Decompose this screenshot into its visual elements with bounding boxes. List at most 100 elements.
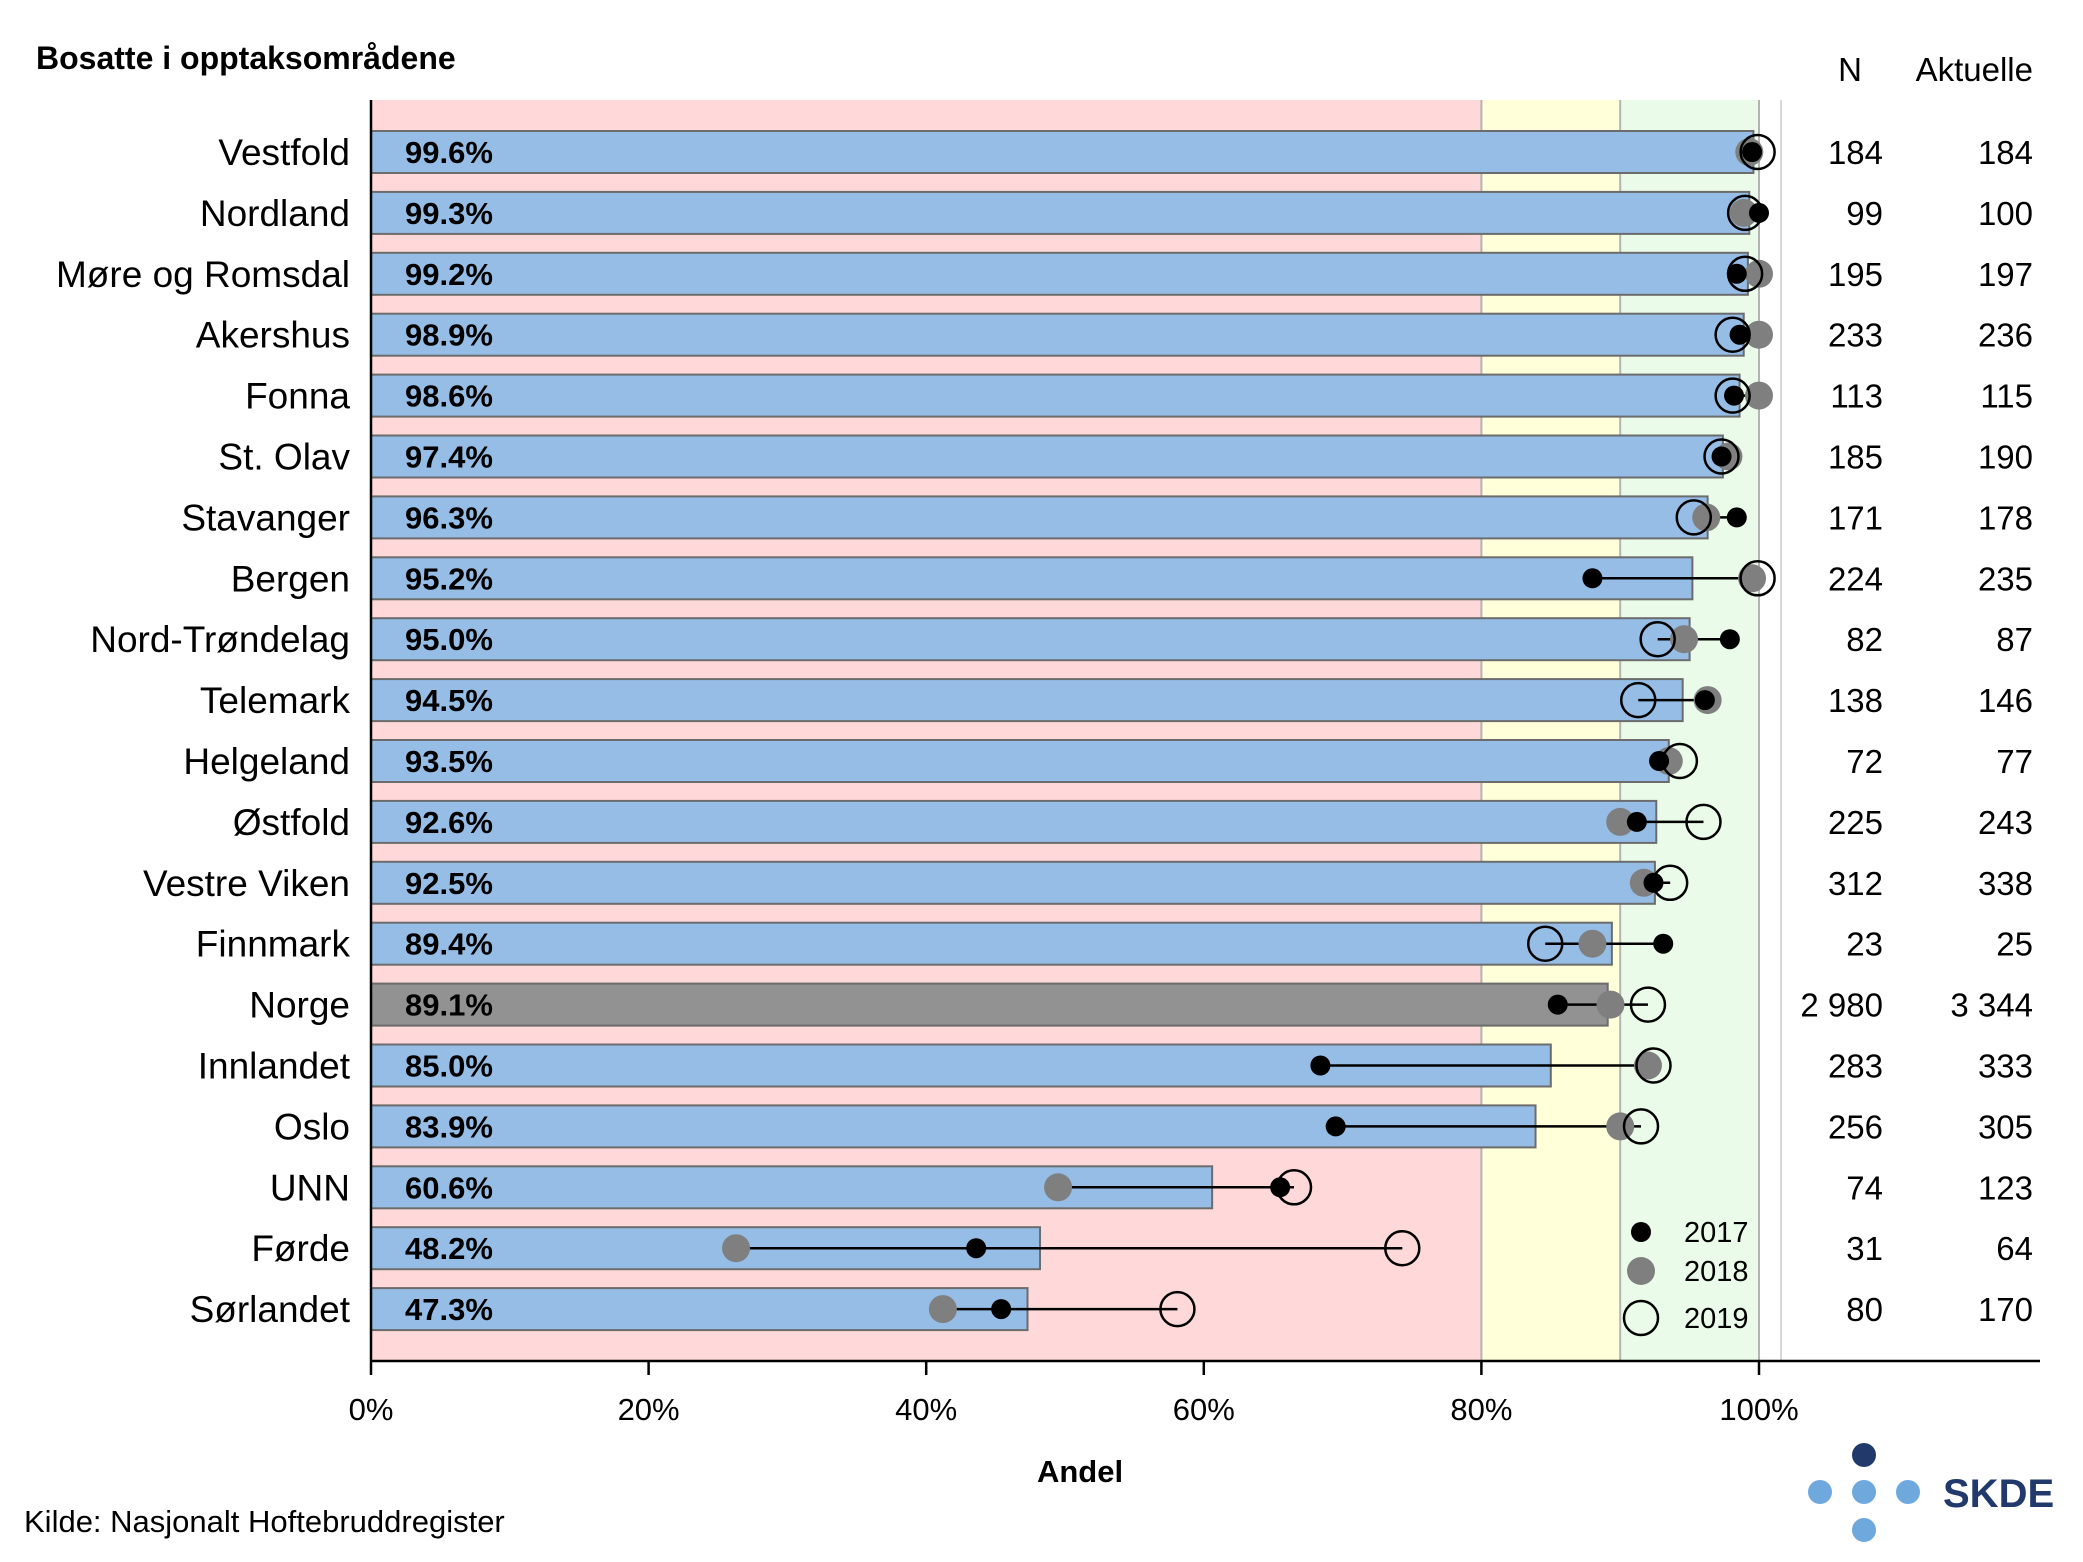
category-label-8: Nord-Trøndelag: [90, 619, 350, 660]
year-markers: [722, 133, 1776, 1328]
aktuelle-value-3: 236: [1978, 317, 2033, 354]
marker-2018-14: [1596, 990, 1625, 1019]
n-value-13: 23: [1846, 926, 1883, 963]
category-label-17: UNN: [270, 1167, 350, 1208]
value-label-15: 85.0%: [405, 1049, 493, 1084]
value-label-3: 98.9%: [405, 318, 493, 353]
target-zone-1: [1481, 100, 1621, 1361]
value-label-10: 93.5%: [405, 744, 493, 779]
value-label-12: 92.5%: [405, 866, 493, 901]
value-label-18: 48.2%: [405, 1231, 493, 1266]
n-value-14: 2 980: [1800, 987, 1883, 1024]
source-note: Kilde: Nasjonalt Hoftebruddregister: [24, 1504, 505, 1539]
marker-2017-15: [1310, 1055, 1331, 1076]
aktuelle-value-19: 170: [1978, 1291, 2033, 1328]
column-header-aktuelle: Aktuelle: [1916, 51, 2033, 88]
bar-5: [370, 434, 1724, 479]
category-label-11: Østfold: [233, 802, 350, 843]
bar-9: [370, 678, 1684, 723]
marker-2017-6: [1726, 507, 1747, 528]
marker-2017-5: [1711, 446, 1732, 467]
marker-2019-12: [1651, 864, 1689, 902]
category-label-9: Telemark: [200, 680, 351, 721]
logo-dot-right: [1896, 1480, 1920, 1504]
aktuelle-value-9: 146: [1978, 682, 2033, 719]
marker-2019-0: [1739, 133, 1776, 171]
legend-label-2018: 2018: [1684, 1256, 1749, 1288]
legend-label-2017: 2017: [1684, 1217, 1749, 1249]
n-value-2: 195: [1828, 256, 1883, 293]
marker-2019-2: [1726, 255, 1764, 293]
marker-2018-17: [1044, 1173, 1073, 1202]
marker-2018-18: [722, 1234, 751, 1263]
value-label-14: 89.1%: [405, 988, 493, 1023]
aktuelle-value-10: 77: [1996, 743, 2033, 780]
n-value-7: 224: [1828, 560, 1883, 597]
bar-3: [370, 312, 1745, 357]
value-label-1: 99.3%: [405, 196, 493, 231]
marker-2018-2: [1745, 259, 1773, 288]
category-label-19: Sørlandet: [190, 1289, 351, 1330]
marker-2019-14: [1629, 986, 1667, 1023]
marker-2019-18: [1384, 1229, 1421, 1267]
category-label-7: Bergen: [231, 558, 350, 599]
chart-title: Bosatte i opptaksområdene: [36, 40, 456, 76]
category-label-1: Nordland: [200, 193, 350, 234]
marker-2018-3: [1745, 320, 1773, 349]
marker-2017-14: [1547, 994, 1568, 1015]
marker-2017-10: [1649, 751, 1670, 771]
category-label-14: Norge: [249, 985, 350, 1026]
n-value-12: 312: [1828, 865, 1883, 902]
marker-2019-11: [1685, 803, 1722, 841]
bar-14: [370, 982, 1609, 1027]
value-label-17: 60.6%: [405, 1170, 493, 1205]
n-value-5: 185: [1828, 439, 1883, 476]
category-label-2: Møre og Romsdal: [56, 254, 350, 295]
aktuelle-value-2: 197: [1978, 256, 2033, 293]
value-label-8: 95.0%: [405, 622, 493, 657]
marker-2019-13: [1526, 925, 1564, 962]
category-label-18: Førde: [251, 1228, 350, 1269]
aktuelle-value-6: 178: [1978, 499, 2033, 536]
marker-2017-1: [1749, 202, 1769, 223]
value-label-2: 99.2%: [405, 257, 493, 292]
n-value-15: 283: [1828, 1048, 1883, 1085]
x-axis-title: Andel: [1037, 1454, 1123, 1489]
marker-2019-19: [1159, 1290, 1196, 1328]
aktuelle-value-1: 100: [1978, 195, 2033, 232]
labels: Vestfold 99.6% 184 184 Nordland 99.3% 99 100 Mør…: [56, 132, 2033, 1330]
value-label-13: 89.4%: [405, 927, 493, 962]
gridlines: [1480, 100, 1760, 1361]
marker-2017-2: [1726, 263, 1747, 284]
bar-11: [370, 799, 1658, 844]
logo-dot-center: [1852, 1480, 1876, 1504]
marker-2018-11: [1606, 807, 1635, 836]
marker-2018-19: [928, 1295, 957, 1324]
marker-2018-13: [1578, 929, 1607, 958]
bars: [370, 130, 1755, 1332]
value-label-7: 95.2%: [405, 561, 493, 596]
target-zone-0: [371, 100, 1482, 1361]
category-label-15: Innlandet: [198, 1046, 351, 1087]
value-label-4: 98.6%: [405, 379, 493, 414]
bar-6: [370, 495, 1709, 540]
marker-2017-3: [1729, 324, 1750, 345]
x-tick-label-2: 40%: [895, 1392, 957, 1427]
x-axis: 0% 20% 40% 60% 80% 100%: [349, 100, 2040, 1427]
bar-1: [370, 190, 1751, 235]
x-tick-label-0: 0%: [349, 1392, 394, 1427]
value-label-16: 83.9%: [405, 1109, 493, 1144]
column-header-n: N: [1838, 51, 1862, 88]
category-label-13: Finnmark: [196, 924, 351, 965]
marker-2018-16: [1606, 1112, 1635, 1141]
marker-2017-0: [1742, 142, 1763, 162]
aktuelle-value-13: 25: [1996, 926, 2033, 963]
n-value-3: 233: [1828, 317, 1883, 354]
marker-2019-3: [1714, 316, 1751, 353]
aktuelle-value-14: 3 344: [1950, 987, 2033, 1024]
n-value-0: 184: [1828, 134, 1883, 171]
aktuelle-value-0: 184: [1978, 134, 2033, 171]
bar-7: [370, 556, 1694, 601]
marker-2019-1: [1726, 194, 1764, 232]
x-tick-label-5: 100%: [1719, 1392, 1798, 1427]
